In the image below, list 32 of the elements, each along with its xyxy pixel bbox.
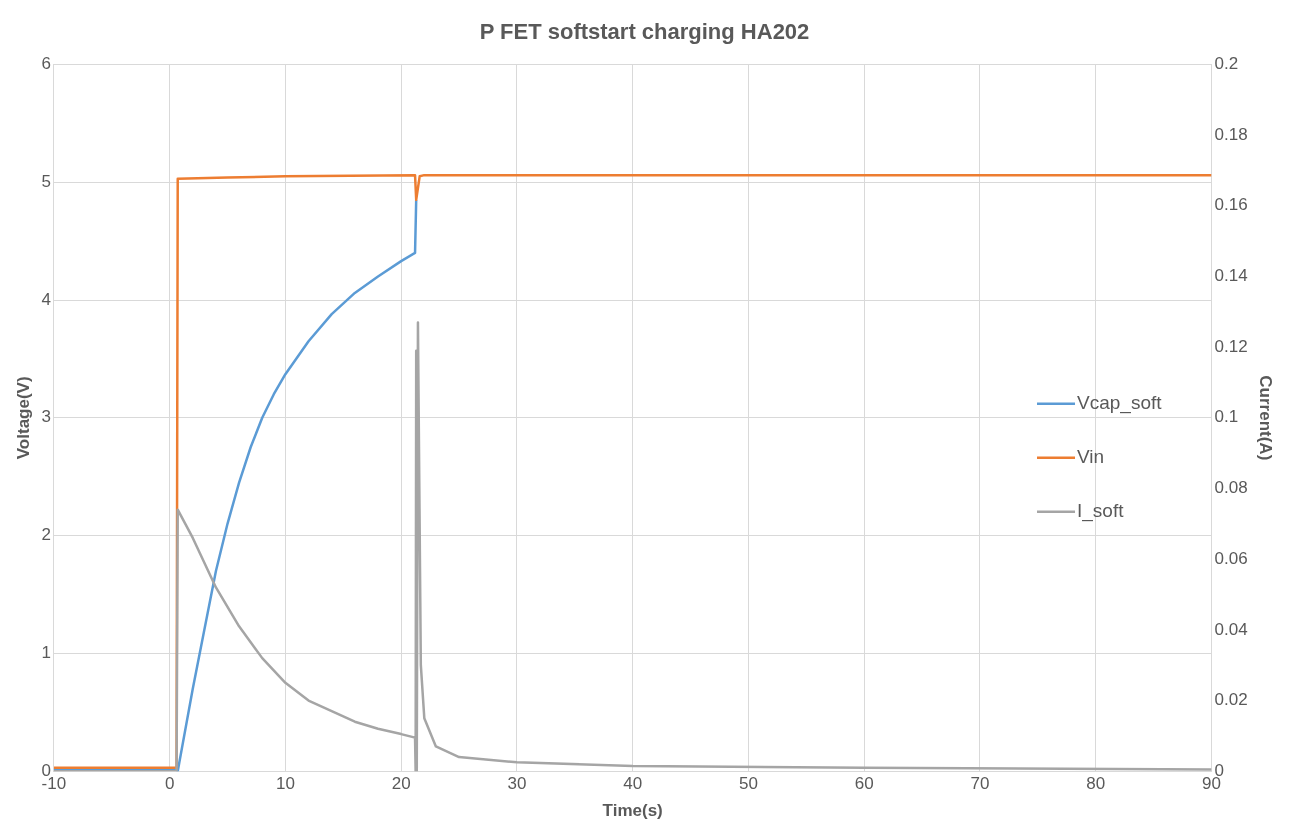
y2-tick-label: 0.18 <box>1214 124 1248 144</box>
legend-label: Vin <box>1077 446 1105 468</box>
y2-tick-label: 0.12 <box>1214 336 1248 356</box>
y2-tick-label: 0.08 <box>1214 478 1248 498</box>
y2-tick-label: 0.1 <box>1214 407 1239 427</box>
x-tick-label: 0 <box>164 774 175 794</box>
y2-tick-label: 0.2 <box>1214 54 1239 74</box>
x-tick-label: 50 <box>738 774 758 794</box>
y-tick-label: 2 <box>41 525 51 545</box>
y2-tick-label: 0.06 <box>1214 548 1248 568</box>
chart-title: P FET softstart charging HA202 <box>479 19 810 45</box>
y-axis-title: Voltage(V) <box>13 376 33 460</box>
y2-tick-label: 0.04 <box>1214 619 1248 639</box>
y2-tick-label: 0.16 <box>1214 195 1248 215</box>
y2-tick-label: 0.14 <box>1214 266 1248 286</box>
x-tick-label: 40 <box>623 774 643 794</box>
y-tick-label: 5 <box>41 171 51 191</box>
x-tick-label: 80 <box>1086 774 1106 794</box>
x-tick-label: 20 <box>391 774 411 794</box>
y-tick-label: 6 <box>41 54 51 74</box>
x-tick-label: 60 <box>854 774 874 794</box>
x-tick-label: 30 <box>507 774 527 794</box>
x-tick-label: 70 <box>970 774 990 794</box>
y2-axis-title: Current(A) <box>1256 375 1276 461</box>
x-axis-title: Time(s) <box>602 801 663 821</box>
legend-label: Vcap_soft <box>1077 392 1163 415</box>
y-tick-label: 4 <box>41 289 51 309</box>
y2-tick-label: 0.02 <box>1214 690 1248 710</box>
x-tick-label: 10 <box>275 774 295 794</box>
y-tick-label: 1 <box>41 643 51 663</box>
y-tick-label: 3 <box>41 407 51 427</box>
legend-label: I_soft <box>1077 500 1125 523</box>
